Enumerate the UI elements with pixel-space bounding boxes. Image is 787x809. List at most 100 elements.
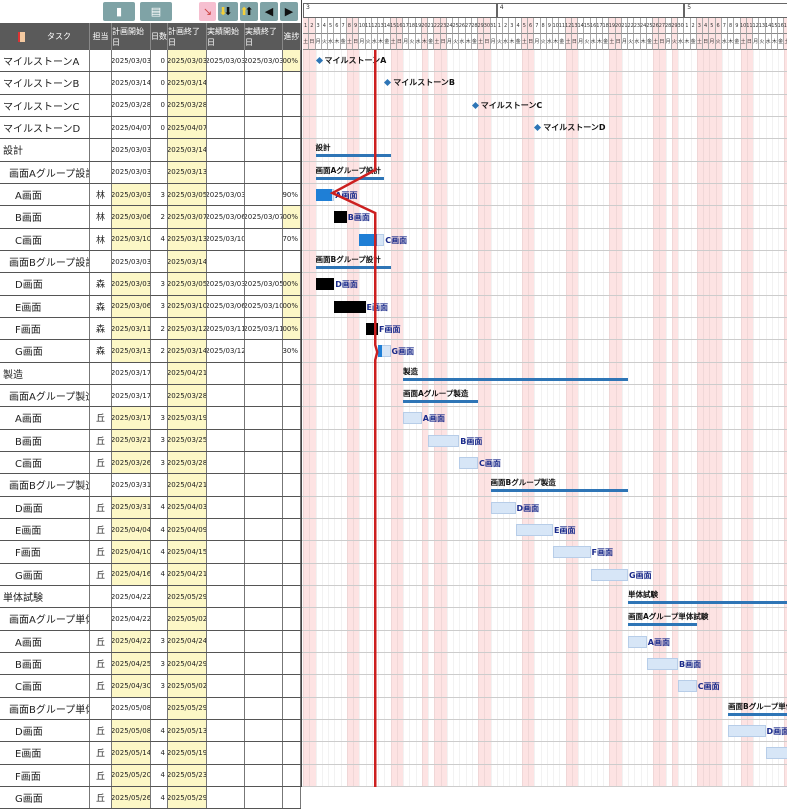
cell-task[interactable]: 画面Bグループ設計 bbox=[0, 251, 90, 272]
cell-task[interactable]: D画面 bbox=[0, 720, 90, 741]
cell-task[interactable]: E画面 bbox=[0, 296, 90, 317]
month-header: 5 bbox=[684, 3, 787, 18]
cell-task[interactable]: A画面 bbox=[0, 184, 90, 205]
cell-task[interactable]: C画面 bbox=[0, 675, 90, 696]
chart-button[interactable]: ▮ bbox=[103, 2, 135, 21]
cell-task[interactable]: G画面 bbox=[0, 564, 90, 585]
cell-task[interactable]: 設計 bbox=[0, 139, 90, 160]
cell-task[interactable]: G画面 bbox=[0, 340, 90, 361]
cell-plan-start: 2025/03/26 bbox=[112, 452, 151, 473]
cell-owner bbox=[90, 95, 112, 116]
cell-days: 3 bbox=[151, 296, 168, 317]
summary-label: 画面Bグループ設計 bbox=[316, 254, 381, 265]
cell-actual-start bbox=[207, 765, 245, 786]
cell-task[interactable]: D画面 bbox=[0, 497, 90, 518]
cell-task[interactable]: E画面 bbox=[0, 742, 90, 763]
cell-task[interactable]: F画面 bbox=[0, 765, 90, 786]
cell-task[interactable]: マイルストーンB bbox=[0, 72, 90, 93]
milestone-label: マイルストーンB bbox=[393, 77, 455, 88]
cell-task[interactable]: 画面Aグループ単体試験 bbox=[0, 608, 90, 629]
cell-owner: 森 bbox=[90, 273, 112, 294]
cell-task[interactable]: マイルストーンD bbox=[0, 117, 90, 138]
summary-label: 画面Bグループ単体試験 bbox=[728, 701, 787, 712]
calendar-button[interactable]: ▤ bbox=[140, 2, 172, 21]
cell-task[interactable]: F画面 bbox=[0, 541, 90, 562]
task-bar-label: B画面 bbox=[460, 436, 482, 447]
cell-task[interactable]: 画面Aグループ設計 bbox=[0, 162, 90, 183]
folder-up-button[interactable]: ⬆ bbox=[240, 2, 258, 21]
cell-actual-start bbox=[207, 95, 245, 116]
cell-task[interactable]: G画面 bbox=[0, 787, 90, 808]
cell-task[interactable]: 製造 bbox=[0, 363, 90, 384]
cell-task[interactable]: マイルストーンA bbox=[0, 50, 90, 71]
task-table: タスク 担当 計画開始日 日数 計画終了日 実績開始日 実績終了日 進捗 マイル… bbox=[0, 0, 301, 787]
cell-owner: 丘 bbox=[90, 407, 112, 428]
progress-line-button[interactable]: ↘ bbox=[199, 2, 216, 21]
cell-plan-start: 2025/04/04 bbox=[112, 519, 151, 540]
cell-task[interactable]: E画面 bbox=[0, 519, 90, 540]
cell-task[interactable]: 単体試験 bbox=[0, 586, 90, 607]
cell-task[interactable]: 画面Aグループ製造 bbox=[0, 385, 90, 406]
task-bar-label: C画面 bbox=[698, 681, 720, 692]
cell-task[interactable]: 画面Bグループ製造 bbox=[0, 474, 90, 495]
cell-plan-start: 2025/04/22 bbox=[112, 586, 151, 607]
cell-task[interactable]: F画面 bbox=[0, 318, 90, 339]
cell-progress bbox=[283, 742, 301, 763]
scroll-right-button[interactable]: ▶ bbox=[280, 2, 298, 21]
cell-plan-start: 2025/05/14 bbox=[112, 742, 151, 763]
cell-task[interactable]: マイルストーンC bbox=[0, 95, 90, 116]
cell-task[interactable]: B画面 bbox=[0, 206, 90, 227]
cell-task[interactable]: B画面 bbox=[0, 430, 90, 451]
cell-plan-end: 2025/05/19 bbox=[168, 742, 207, 763]
cell-task[interactable]: A画面 bbox=[0, 407, 90, 428]
cell-task[interactable]: C画面 bbox=[0, 229, 90, 250]
cell-days: 4 bbox=[151, 564, 168, 585]
folder-down-button[interactable]: ⬇ bbox=[218, 2, 238, 21]
cell-task[interactable]: D画面 bbox=[0, 273, 90, 294]
cell-owner: 丘 bbox=[90, 765, 112, 786]
cell-plan-end: 2025/05/23 bbox=[168, 765, 207, 786]
cell-task[interactable]: 画面Bグループ単体試験 bbox=[0, 698, 90, 719]
cell-task[interactable]: A画面 bbox=[0, 631, 90, 652]
cell-owner: 丘 bbox=[90, 564, 112, 585]
cell-task[interactable]: B画面 bbox=[0, 653, 90, 674]
cell-plan-start: 2025/03/03 bbox=[112, 184, 151, 205]
cell-actual-start bbox=[207, 586, 245, 607]
scroll-left-button[interactable]: ◀ bbox=[260, 2, 278, 21]
cell-task[interactable]: C画面 bbox=[0, 452, 90, 473]
